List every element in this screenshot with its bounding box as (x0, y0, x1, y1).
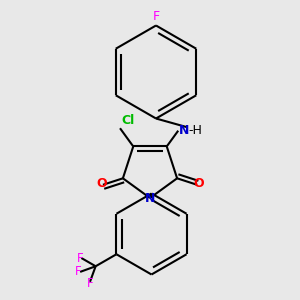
Text: O: O (193, 177, 204, 190)
Text: -H: -H (188, 124, 202, 136)
Text: F: F (76, 251, 83, 265)
Text: F: F (87, 277, 93, 290)
Text: F: F (75, 266, 82, 278)
Text: F: F (152, 10, 160, 23)
Text: O: O (96, 177, 107, 190)
Text: N: N (179, 124, 190, 137)
Text: Cl: Cl (121, 114, 134, 127)
Text: N: N (145, 191, 155, 205)
